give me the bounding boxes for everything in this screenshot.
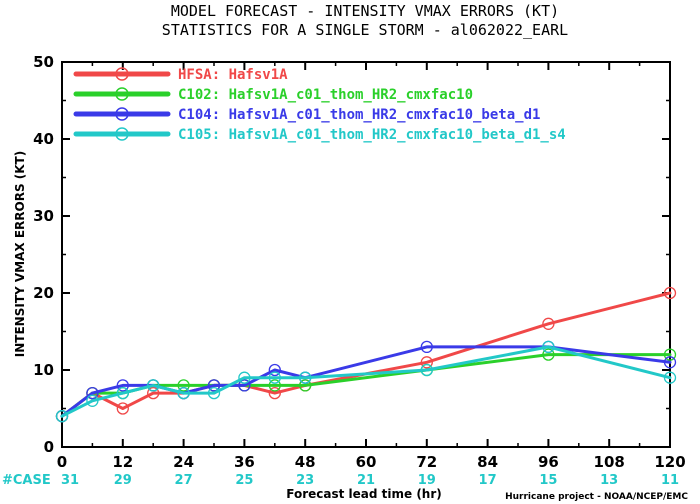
series-point (299, 379, 312, 392)
legend-label: C102: Hafsv1A_c01_thom_HR2_cmxfac10 (178, 87, 473, 103)
y-tick-label: 40 (33, 130, 54, 148)
series-point (663, 348, 677, 361)
case-count: 23 (296, 473, 314, 488)
legend-marker (115, 107, 129, 121)
series-point (299, 371, 312, 384)
series-point (420, 356, 433, 369)
series-point (177, 386, 190, 400)
case-count: 27 (175, 473, 193, 488)
legend-label: C105: Hafsv1A_c01_thom_HR2_cmxfac10_beta… (178, 127, 566, 143)
series-point (663, 371, 677, 384)
x-tick-label: 72 (416, 453, 437, 471)
series-point (207, 379, 221, 392)
series-point (147, 379, 160, 392)
x-tick-label: 12 (112, 453, 133, 471)
series-point (116, 386, 129, 400)
x-tick-label: 0 (57, 453, 67, 471)
x-tick-label: 24 (173, 453, 194, 471)
series-point (268, 386, 281, 400)
series-point (268, 363, 281, 377)
series-point (542, 348, 555, 361)
x-tick-label: 84 (477, 453, 498, 471)
case-count: 11 (661, 473, 679, 488)
case-row-label: #CASE (2, 473, 51, 488)
legend-marker (115, 67, 129, 81)
series-point (116, 402, 129, 415)
case-count: 19 (418, 473, 436, 488)
legend-label: C104: Hafsv1A_c01_thom_HR2_cmxfac10_beta… (178, 107, 540, 123)
x-tick-label: 96 (538, 453, 559, 471)
x-tick-label: 120 (654, 453, 685, 471)
series-point (55, 410, 69, 423)
series-point (238, 371, 251, 384)
series-point (238, 379, 251, 392)
series-point (663, 286, 677, 300)
series-point (86, 386, 99, 400)
y-tick-label: 0 (44, 438, 54, 456)
series-point (116, 379, 129, 392)
chart-title-line2: STATISTICS FOR A SINGLE STORM - al062022… (162, 21, 568, 39)
y-axis-label: INTENSITY VMAX ERRORS (KT) (13, 151, 27, 357)
case-count: 31 (61, 473, 79, 488)
series-point (177, 379, 190, 392)
legend-marker (115, 87, 129, 101)
series-line (60, 345, 672, 418)
case-count: 13 (600, 473, 618, 488)
credit-text: Hurricane project - NOAA/NCEP/EMC (505, 492, 688, 502)
series-point (420, 363, 433, 377)
case-count: 15 (539, 473, 557, 488)
y-tick-label: 30 (33, 207, 54, 225)
x-tick-label: 108 (594, 453, 625, 471)
chart-title-line1: MODEL FORECAST - INTENSITY VMAX ERRORS (… (171, 2, 559, 20)
legend-marker (115, 127, 129, 141)
series-line (60, 345, 672, 418)
series-point (542, 317, 555, 330)
x-tick-label: 36 (234, 453, 255, 471)
series-point (207, 386, 221, 400)
series-point (663, 356, 677, 369)
series-point (147, 386, 160, 400)
case-count: 17 (479, 473, 497, 488)
series-point (268, 379, 281, 392)
x-axis-label: Forecast lead time (hr) (286, 487, 442, 501)
plot-area: 0 10 20 30 40 50 0 12 24 36 48 60 72 84 96 108 120 HFSA: … (33, 53, 686, 471)
series-point (542, 340, 555, 354)
y-tick-label: 20 (33, 284, 54, 302)
y-tick-label: 10 (33, 361, 54, 379)
series-point (420, 340, 433, 354)
legend-label: HFSA: Hafsv1A (178, 67, 288, 83)
x-tick-label: 60 (356, 453, 377, 471)
case-count: 25 (235, 473, 253, 488)
case-count: 29 (114, 473, 132, 488)
y-tick-label: 50 (33, 53, 54, 71)
x-tick-label: 48 (295, 453, 316, 471)
series-point (86, 394, 99, 407)
case-count: 21 (357, 473, 375, 488)
series-point (268, 371, 281, 384)
